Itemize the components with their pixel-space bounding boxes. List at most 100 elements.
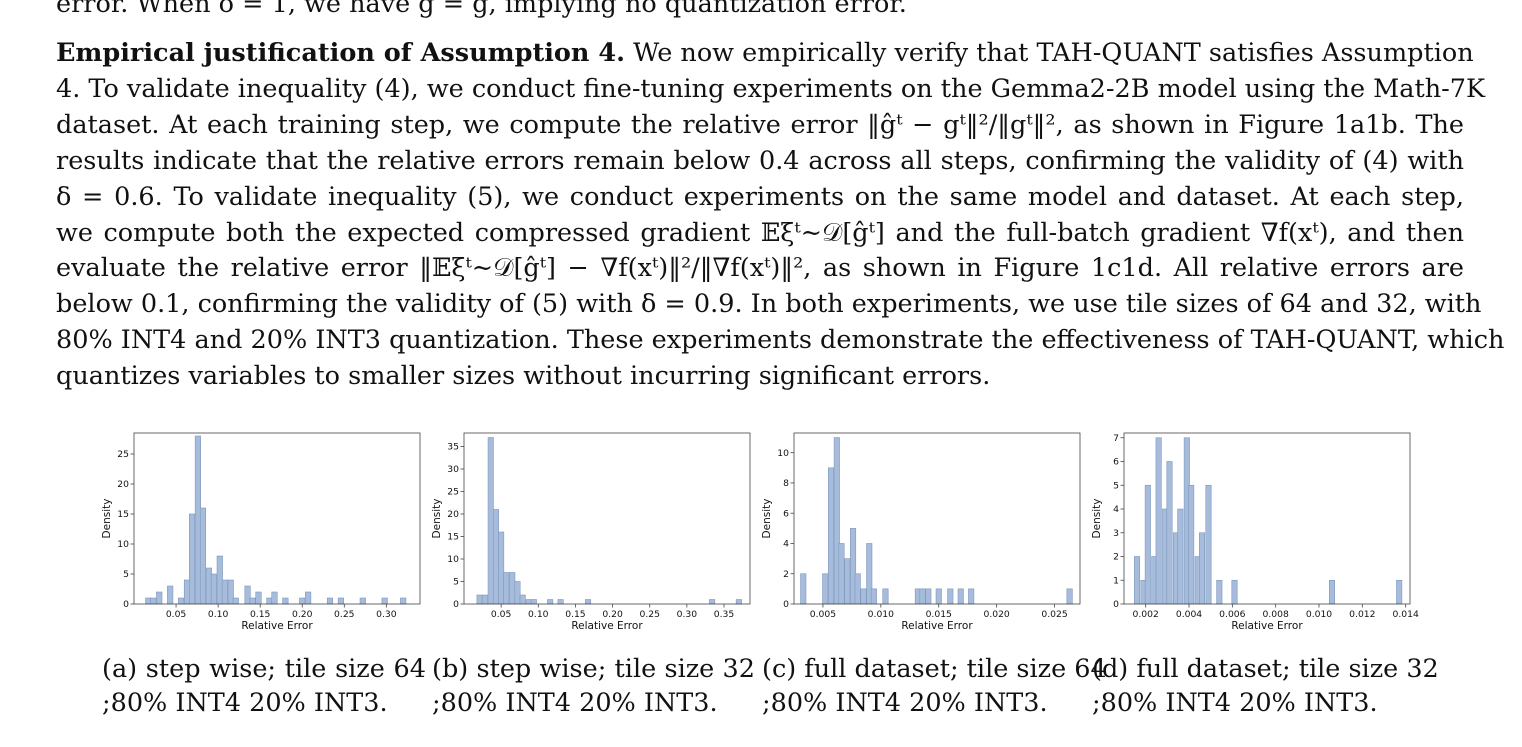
- y-tick-label: 4: [783, 539, 789, 550]
- histogram-bar: [221, 579, 228, 605]
- histogram-bar: [381, 597, 388, 605]
- histogram-bar: [498, 531, 505, 605]
- x-tick-label: 0.30: [376, 609, 397, 620]
- y-tick-label: 10: [447, 554, 459, 565]
- x-tick-label: 0.014: [1393, 609, 1419, 620]
- histogram-bar: [1198, 532, 1206, 605]
- histogram-bar: [266, 597, 273, 605]
- x-axis-label: Relative Error: [901, 620, 973, 632]
- x-tick-label: 0.005: [810, 609, 836, 620]
- histogram-bar: [1177, 508, 1184, 605]
- y-tick-label: 10: [777, 448, 789, 459]
- x-tick-label: 0.35: [714, 609, 735, 620]
- x-tick-label: 0.15: [565, 609, 586, 620]
- paragraph-line-4: results indicate that the relative error…: [56, 145, 1464, 176]
- histogram-bar: [156, 591, 163, 605]
- histogram-bar: [326, 597, 334, 605]
- y-tick-label: 8: [783, 478, 789, 489]
- histogram-bar: [735, 599, 742, 605]
- y-axis-label: Density: [761, 499, 773, 539]
- histogram-bar: [216, 555, 223, 605]
- histogram-bar: [509, 572, 516, 605]
- histogram-bar: [178, 597, 185, 605]
- x-tick-label: 0.008: [1263, 609, 1289, 620]
- paragraph-line-5: δ = 0.6. To validate inequality (5), we …: [56, 181, 1464, 212]
- y-tick-label: 3: [1113, 528, 1119, 539]
- histogram-bar: [167, 585, 174, 605]
- histogram-bar: [947, 588, 954, 605]
- histogram-bar: [210, 573, 217, 605]
- histogram-c: 0.005 0.010 0.015 0.020 0.025 0 2 4 6 8 10 Relative…: [761, 432, 1081, 632]
- paragraph-line-3: dataset. At each training step, we compu…: [56, 109, 1464, 140]
- histogram-bar: [822, 573, 829, 605]
- histogram-bar: [828, 467, 835, 605]
- histogram-bar: [870, 588, 877, 605]
- histogram-bar: [925, 588, 932, 605]
- plot-frame: [1123, 432, 1411, 605]
- y-tick-label: 15: [117, 509, 129, 520]
- histogram-bar: [249, 597, 256, 605]
- x-tick-label: 0.15: [250, 609, 271, 620]
- x-tick-label: 0.05: [491, 609, 512, 620]
- histogram-bar: [957, 588, 964, 605]
- paragraph-line-9: 80% INT4 and 20% INT3 quantization. Thes…: [56, 325, 1505, 356]
- x-tick-label: 0.10: [528, 609, 549, 620]
- histogram-bar: [199, 507, 207, 605]
- histogram-bar: [1216, 579, 1223, 605]
- x-tick-label: 0.025: [1041, 609, 1067, 620]
- histogram-bar: [1188, 484, 1195, 605]
- x-axis-label: Relative Error: [1231, 620, 1303, 632]
- y-tick-label: 15: [447, 532, 459, 543]
- histogram-bar: [400, 597, 407, 605]
- y-tick-label: 10: [117, 539, 129, 550]
- histogram-bar: [255, 591, 262, 605]
- histogram-bar: [205, 567, 212, 605]
- x-tick-label: 0.002: [1133, 609, 1159, 620]
- histogram-bar: [1066, 588, 1073, 605]
- caption-c: (c) full dataset; tile size 64 ;80% INT4…: [762, 654, 1107, 718]
- y-tick-label: 6: [783, 508, 789, 519]
- y-tick-label: 30: [447, 464, 459, 475]
- histogram-bar: [838, 543, 845, 605]
- histogram-bar: [503, 572, 510, 605]
- histogram-bar: [194, 435, 201, 605]
- plot-frame: [133, 432, 421, 605]
- x-tick-label: 0.010: [1306, 609, 1332, 620]
- paragraph-line-7: evaluate the relative error ‖𝔼ξᵗ∼𝒟[ĝᵗ] −…: [56, 253, 1464, 284]
- y-tick-label: 5: [1113, 480, 1119, 491]
- y-axis-label: Density: [1091, 499, 1103, 539]
- x-tick-label: 0.010: [868, 609, 894, 620]
- histogram-bar: [1231, 579, 1238, 605]
- histogram-bar: [305, 591, 312, 605]
- x-tick-label: 0.30: [677, 609, 698, 620]
- plot-frame: [463, 432, 751, 605]
- y-tick-label: 25: [117, 449, 129, 460]
- x-tick-label: 0.05: [166, 609, 187, 620]
- histogram-bar: [709, 599, 716, 605]
- x-axis-label: Relative Error: [571, 620, 643, 632]
- x-tick-label: 0.10: [208, 609, 229, 620]
- histogram-bar: [547, 599, 554, 605]
- histogram-bar: [882, 588, 889, 605]
- histogram-bar: [299, 597, 306, 605]
- histogram-bar: [1205, 484, 1212, 605]
- histogram-a: 0.05 0.10 0.15 0.20 0.25 0.30 0 5 10 15 20 25 Relati…: [101, 432, 421, 632]
- plot-frame: [793, 432, 1081, 605]
- x-tick-label: 0.20: [602, 609, 623, 620]
- histogram-bar: [150, 597, 157, 605]
- x-tick-label: 0.020: [983, 609, 1009, 620]
- histogram-bar: [919, 588, 926, 605]
- y-tick-label: 5: [453, 577, 459, 588]
- previous-paragraph-line: error. When δ = 1, we have ĝ = g, implyi…: [56, 0, 907, 19]
- y-axis-label: Density: [101, 499, 113, 539]
- x-axis-label: Relative Error: [241, 620, 313, 632]
- paragraph-line-10: quantizes variables to smaller sizes wit…: [56, 361, 991, 392]
- y-tick-label: 2: [783, 569, 789, 580]
- histogram-bar: [1396, 579, 1403, 605]
- histogram-bar: [854, 573, 861, 605]
- histogram-b: 0.05 0.10 0.15 0.20 0.25 0.30 0.35 0 5 10 15 20 25 30…: [431, 432, 751, 632]
- x-tick-label: 0.012: [1349, 609, 1375, 620]
- x-tick-label: 0.006: [1219, 609, 1245, 620]
- histogram-bar: [188, 513, 196, 605]
- y-tick-label: 35: [447, 442, 459, 453]
